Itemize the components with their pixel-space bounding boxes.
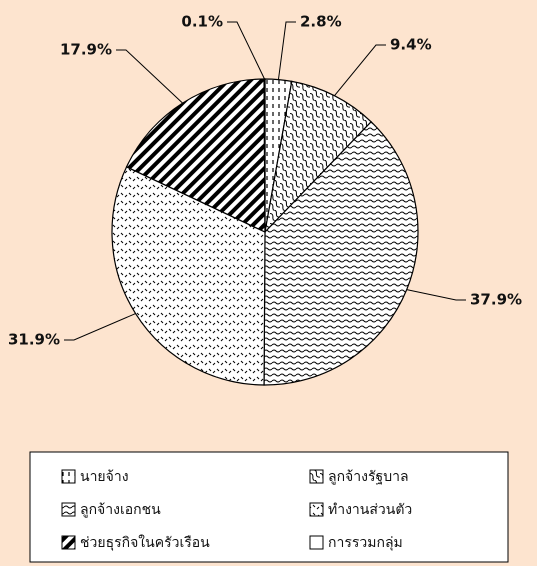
- pie-slice: [125, 78, 266, 233]
- leader-line: [227, 21, 265, 80]
- legend-label: การรวมกลุ่ม: [328, 535, 403, 551]
- data-label: 17.9%: [60, 41, 112, 59]
- leader-line: [277, 21, 296, 80]
- legend-swatch: [309, 502, 324, 517]
- leader-line: [334, 44, 386, 96]
- legend-label: นายจ้าง: [80, 469, 129, 485]
- pie-slice: [263, 120, 419, 386]
- data-label: 9.4%: [390, 36, 432, 54]
- leader-line: [116, 49, 183, 104]
- legend-swatch: [309, 469, 324, 484]
- legend-label: ลูกจ้างเอกชน: [80, 502, 161, 518]
- legend-label: ลูกจ้างรัฐบาล: [328, 469, 409, 485]
- data-label: 31.9%: [8, 331, 60, 349]
- data-label: 0.1%: [181, 13, 223, 31]
- data-label: 2.8%: [300, 13, 342, 31]
- legend-swatch: [309, 535, 324, 550]
- legend-label: ทำงานส่วนตัว: [328, 502, 412, 518]
- pie-slice: [264, 80, 372, 234]
- data-label: 37.9%: [470, 291, 522, 309]
- legend-swatch: [61, 502, 76, 517]
- legend-swatch: [61, 469, 76, 484]
- legend-box: [29, 451, 509, 563]
- leader-line: [406, 289, 466, 301]
- legend-swatch: [61, 535, 76, 550]
- legend-label: ช่วยธุรกิจในครัวเรือน: [80, 534, 210, 551]
- leader-line: [64, 313, 136, 341]
